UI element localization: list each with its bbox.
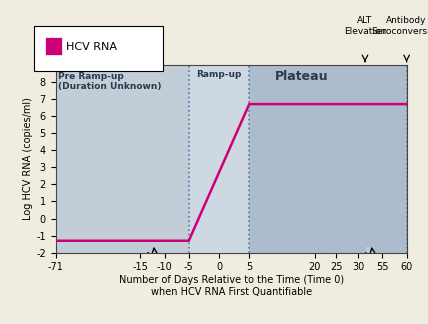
Bar bbox=[189, 65, 249, 253]
Bar bbox=[366, 247, 374, 258]
Text: Ramp-up: Ramp-up bbox=[196, 70, 242, 79]
Text: Antibody
Seroconversion: Antibody Seroconversion bbox=[372, 16, 428, 36]
X-axis label: Number of Days Relative to the Time (Time 0)
when HCV RNA First Quantifiable: Number of Days Relative to the Time (Tim… bbox=[119, 275, 344, 297]
Text: Pre Ramp-up
(Duration Unknown): Pre Ramp-up (Duration Unknown) bbox=[58, 72, 162, 91]
Text: ALT
Elevation: ALT Elevation bbox=[344, 16, 386, 36]
Y-axis label: Log HCV RNA (copies/ml): Log HCV RNA (copies/ml) bbox=[24, 97, 33, 220]
Bar bbox=[149, 247, 156, 258]
Bar bbox=[56, 65, 189, 253]
Text: HCV RNA: HCV RNA bbox=[66, 42, 117, 52]
Bar bbox=[249, 65, 407, 253]
Text: Plateau: Plateau bbox=[275, 70, 328, 83]
